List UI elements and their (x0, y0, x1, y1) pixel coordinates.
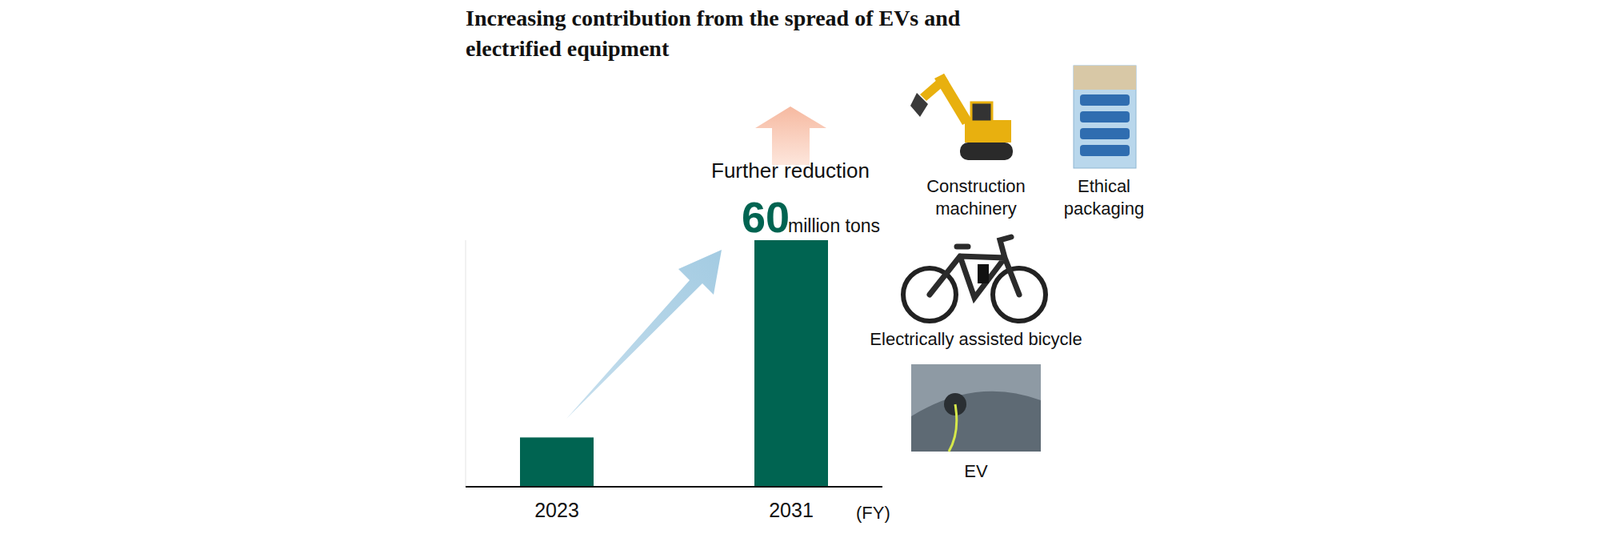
item-label: Electrically assisted bicycle (869, 328, 1082, 349)
battery (1080, 144, 1130, 156)
x-tick-label: 2031 (768, 498, 814, 521)
body (964, 120, 1012, 143)
battery (1080, 94, 1130, 106)
frame (929, 236, 1020, 298)
bar (520, 436, 594, 487)
package-top (1073, 65, 1136, 90)
x-tick-label: 2023 (534, 498, 580, 521)
item-label: Constructionmachinery (926, 176, 1026, 219)
item-icon (903, 236, 1046, 321)
label-line: packaging (1064, 198, 1144, 219)
item-label: Ethicalpackaging (1064, 176, 1144, 219)
label-line: machinery (935, 198, 1016, 219)
x-axis-line (465, 485, 883, 488)
x-axis-label: (FY) (856, 502, 891, 523)
arm (920, 73, 949, 101)
item-icon (910, 73, 1013, 160)
up-arrow (755, 106, 827, 165)
bucket (910, 92, 928, 117)
car-body (911, 391, 1041, 452)
bar (754, 240, 828, 487)
cable (948, 404, 957, 452)
unit-label: million tons (788, 215, 880, 236)
ev-photo (911, 364, 1041, 452)
cab (971, 102, 992, 122)
y-axis-line (465, 240, 467, 487)
package (1073, 65, 1136, 168)
data-label: 60 (741, 192, 790, 241)
battery (977, 264, 989, 284)
item-label: EV (964, 460, 988, 481)
battery (1080, 111, 1130, 123)
label-line: Construction (926, 176, 1026, 196)
bars (520, 240, 828, 487)
item-icon (1073, 65, 1136, 168)
chart: 2023 2031 (FY) Further reduction 60million t… (0, 0, 1600, 534)
label-line: Ethical (1077, 176, 1131, 196)
item-icon (911, 364, 1041, 452)
chart-title: Increasing contribution from the spread … (465, 3, 994, 64)
track (960, 142, 1013, 160)
growth-arrow (566, 249, 722, 419)
annotation: Further reduction (711, 158, 870, 183)
battery (1080, 128, 1130, 140)
